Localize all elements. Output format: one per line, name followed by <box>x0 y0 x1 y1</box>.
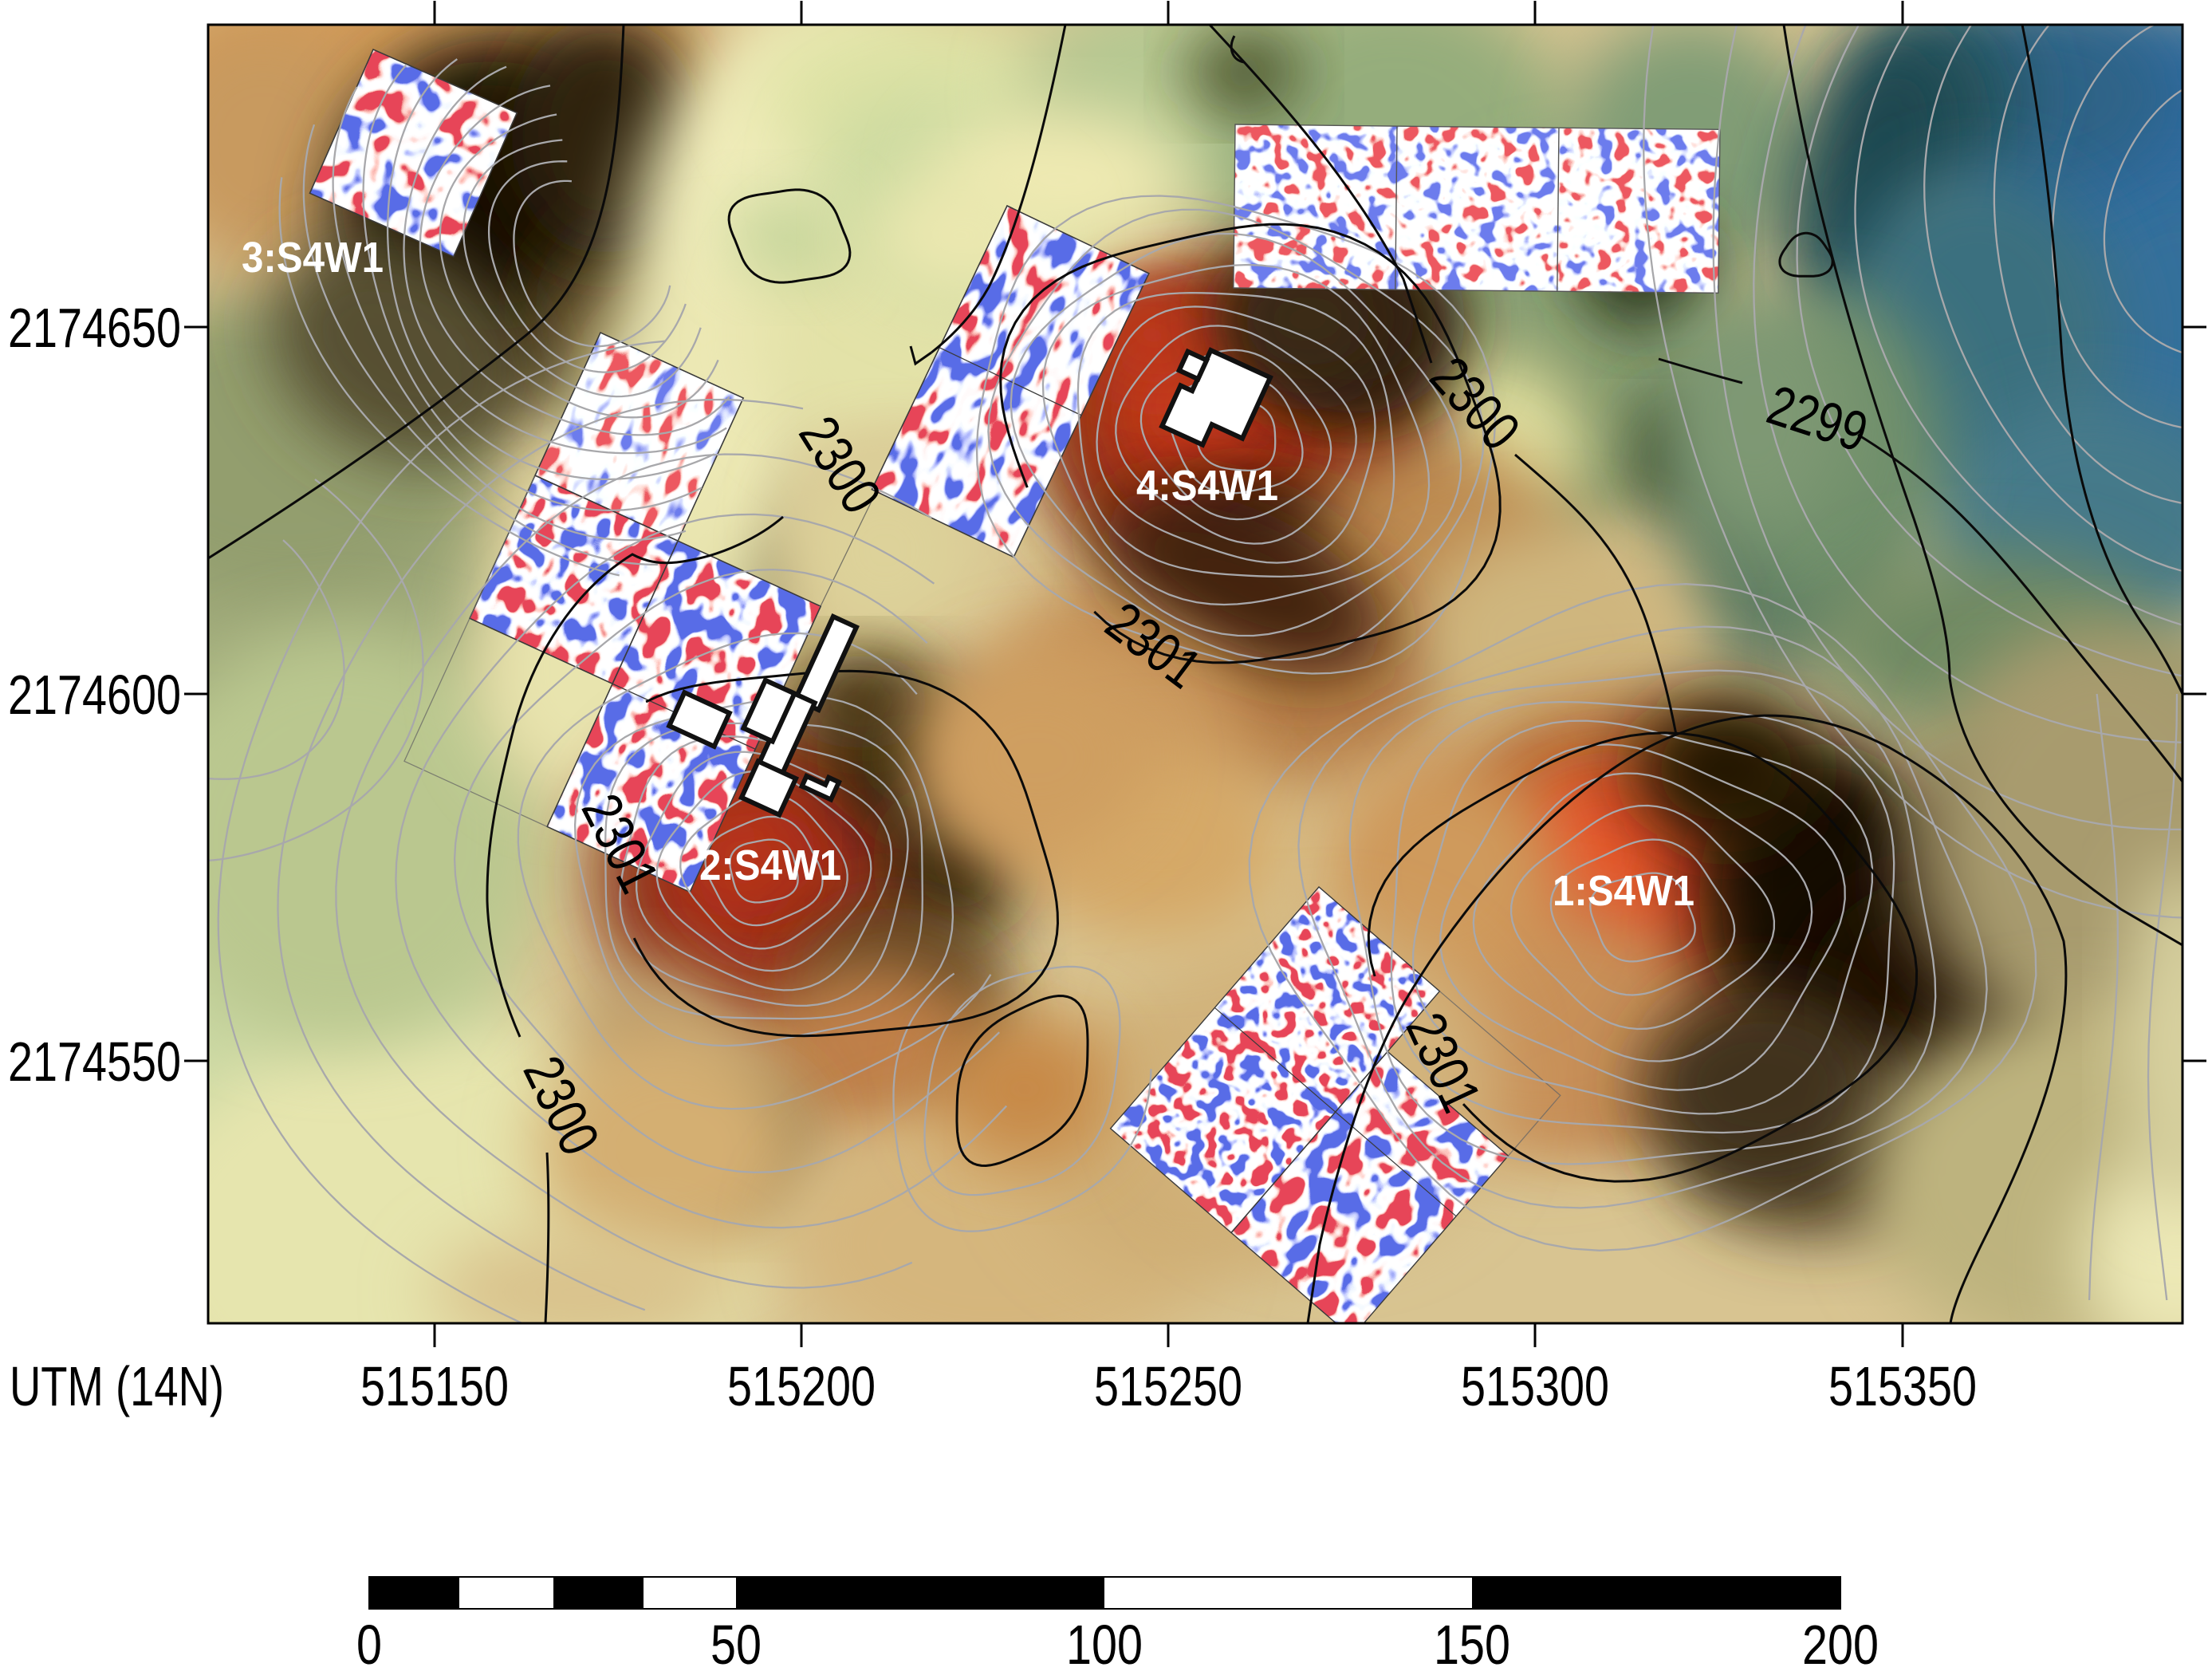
svg-text:150: 150 <box>1434 1614 1510 1675</box>
svg-text:200: 200 <box>1802 1614 1879 1675</box>
svg-text:0: 0 <box>356 1614 382 1675</box>
svg-text:UTM (14N): UTM (14N) <box>10 1355 224 1417</box>
svg-text:515350: 515350 <box>1828 1355 1977 1417</box>
svg-text:50: 50 <box>710 1614 762 1675</box>
svg-text:1:S4W1: 1:S4W1 <box>1553 867 1694 915</box>
svg-text:2174600: 2174600 <box>8 664 181 726</box>
svg-text:2174550: 2174550 <box>8 1031 181 1093</box>
svg-text:4:S4W1: 4:S4W1 <box>1136 462 1278 510</box>
svg-text:2:S4W1: 2:S4W1 <box>699 841 841 889</box>
svg-text:3:S4W1: 3:S4W1 <box>242 234 384 282</box>
svg-text:515250: 515250 <box>1094 1355 1242 1417</box>
svg-text:515150: 515150 <box>360 1355 509 1417</box>
svg-text:515200: 515200 <box>727 1355 876 1417</box>
svg-text:100: 100 <box>1066 1614 1143 1675</box>
svg-text:515300: 515300 <box>1461 1355 1609 1417</box>
svg-text:2174650: 2174650 <box>8 297 181 359</box>
